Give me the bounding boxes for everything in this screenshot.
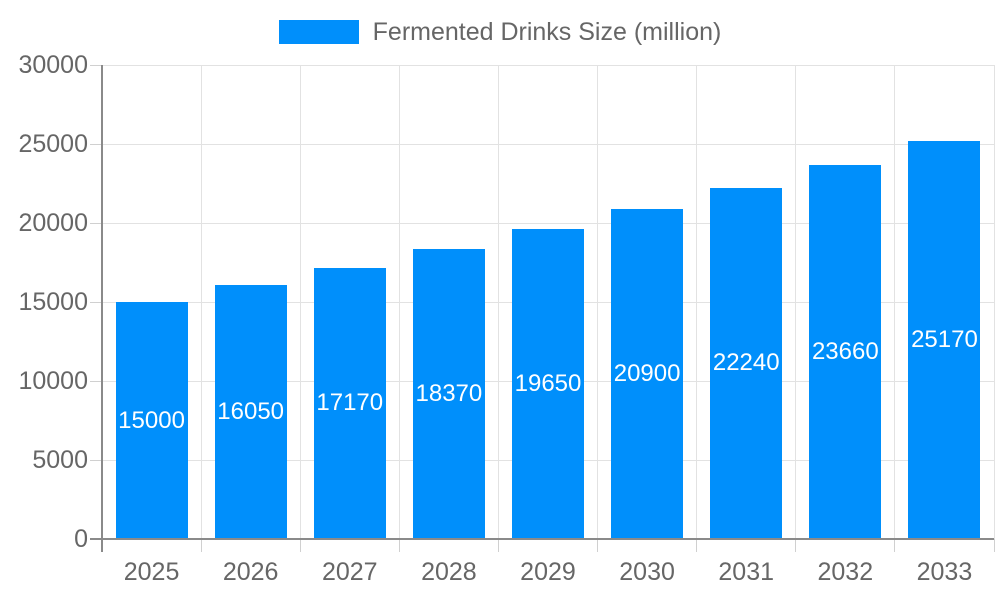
x-axis-tick-label: 2029 bbox=[520, 558, 576, 586]
x-gridline bbox=[398, 65, 400, 539]
x-tick-mark bbox=[597, 539, 599, 552]
y-axis-tick-label: 5000 bbox=[32, 446, 88, 474]
bar-value-label: 15000 bbox=[118, 406, 185, 434]
x-gridline bbox=[299, 65, 301, 539]
y-axis-tick-label: 25000 bbox=[18, 130, 88, 158]
x-tick-mark bbox=[299, 539, 301, 552]
y-tick-mark bbox=[90, 301, 102, 303]
x-axis-tick-label: 2031 bbox=[718, 558, 775, 586]
y-axis-tick-label: 10000 bbox=[18, 367, 88, 395]
bar-value-label: 18370 bbox=[415, 379, 483, 407]
bar-value-label: 16050 bbox=[217, 398, 285, 426]
bar-value-label: 23660 bbox=[811, 338, 879, 366]
bar-2027[interactable]: 17170 bbox=[313, 267, 386, 539]
x-gridline bbox=[200, 65, 202, 539]
y-axis-tick-label: 0 bbox=[74, 525, 88, 553]
legend-swatch bbox=[278, 20, 359, 44]
x-axis-tick-label: 2025 bbox=[123, 558, 180, 586]
y-tick-mark bbox=[90, 380, 102, 382]
bar-value-label: 17170 bbox=[316, 389, 384, 417]
y-axis-tick-label: 15000 bbox=[18, 288, 88, 316]
x-gridline bbox=[497, 65, 499, 539]
x-axis-tick-label: 2027 bbox=[321, 558, 378, 586]
x-axis-tick-label: 2032 bbox=[817, 558, 874, 586]
bar-value-label: 25170 bbox=[911, 326, 978, 354]
x-axis-tick-label: 2030 bbox=[619, 558, 675, 586]
x-tick-mark bbox=[894, 539, 896, 552]
bar-2032[interactable]: 23660 bbox=[809, 165, 882, 539]
y-gridline bbox=[102, 222, 994, 224]
x-gridline bbox=[795, 65, 797, 539]
x-axis-tick-label: 2028 bbox=[421, 558, 477, 586]
x-tick-mark bbox=[696, 539, 698, 552]
x-axis-line bbox=[90, 538, 994, 540]
x-tick-mark bbox=[993, 539, 995, 552]
x-gridline bbox=[894, 65, 896, 539]
x-tick-mark bbox=[497, 539, 499, 552]
bar-value-label: 22240 bbox=[712, 349, 780, 377]
y-tick-mark bbox=[90, 64, 102, 66]
x-tick-mark bbox=[795, 539, 797, 552]
bar-2031[interactable]: 22240 bbox=[710, 187, 783, 539]
bar-2028[interactable]: 18370 bbox=[412, 248, 485, 539]
bar-2033[interactable]: 25170 bbox=[908, 141, 981, 539]
bar-2025[interactable]: 15000 bbox=[115, 302, 188, 539]
bar-value-label: 20900 bbox=[613, 359, 681, 387]
y-tick-mark bbox=[90, 222, 102, 224]
y-axis-line bbox=[101, 65, 103, 552]
y-gridline bbox=[102, 64, 994, 66]
legend[interactable]: Fermented Drinks Size (million) bbox=[0, 17, 1000, 47]
bar-2030[interactable]: 20900 bbox=[611, 208, 684, 539]
y-axis-tick-label: 20000 bbox=[18, 209, 88, 237]
bar-value-label: 19650 bbox=[514, 369, 582, 397]
x-gridline bbox=[597, 65, 599, 539]
x-tick-mark bbox=[398, 539, 400, 552]
bar-2029[interactable]: 19650 bbox=[512, 228, 584, 539]
x-tick-mark bbox=[200, 539, 202, 552]
legend-label: Fermented Drinks Size (million) bbox=[372, 17, 722, 46]
y-tick-mark bbox=[90, 459, 102, 461]
y-tick-mark bbox=[90, 143, 102, 145]
y-axis-tick-label: 30000 bbox=[18, 51, 88, 79]
x-gridline bbox=[993, 65, 995, 539]
y-gridline bbox=[102, 143, 994, 145]
x-axis-tick-label: 2033 bbox=[916, 558, 973, 586]
x-gridline bbox=[696, 65, 698, 539]
bar-2026[interactable]: 16050 bbox=[214, 285, 287, 539]
x-axis-tick-label: 2026 bbox=[222, 558, 279, 586]
